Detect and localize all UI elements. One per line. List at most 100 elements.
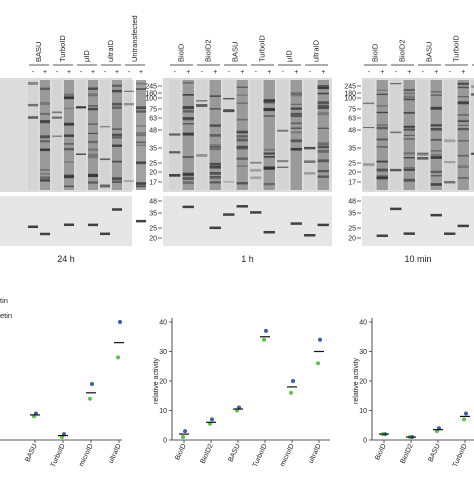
band <box>39 102 51 105</box>
band <box>376 126 388 130</box>
band <box>290 112 302 115</box>
band <box>457 128 469 131</box>
band <box>363 102 375 105</box>
band <box>111 89 123 93</box>
x-tick-label: BASU <box>24 443 38 463</box>
band <box>403 134 415 136</box>
band <box>75 153 87 155</box>
band <box>87 181 99 184</box>
band <box>317 175 329 178</box>
band <box>403 95 415 99</box>
marker-label: 35 <box>348 211 356 218</box>
dot <box>318 337 322 342</box>
band <box>290 95 302 97</box>
sign: - <box>309 69 312 76</box>
band <box>390 131 402 134</box>
band <box>63 107 75 109</box>
lane <box>471 80 474 190</box>
marker-label: 20 <box>149 170 157 177</box>
band <box>417 156 429 160</box>
band <box>39 87 51 90</box>
marker-label: 48 <box>348 199 356 206</box>
band <box>317 149 329 153</box>
lane <box>196 80 208 190</box>
band <box>457 177 469 179</box>
band <box>209 165 221 167</box>
band <box>169 173 181 177</box>
lane <box>376 80 388 190</box>
marker-label: 25 <box>348 161 356 168</box>
lane <box>123 80 135 190</box>
sign: + <box>91 69 95 76</box>
band <box>290 139 302 143</box>
marker-label: 17 <box>348 180 356 187</box>
band <box>135 106 147 110</box>
x-tick-label: BioID <box>174 443 188 461</box>
marker-label: 245 <box>145 84 157 91</box>
lane <box>444 80 456 190</box>
x-tick-label: TurboID <box>452 443 469 469</box>
dot <box>262 337 266 342</box>
band <box>317 84 329 88</box>
band <box>182 172 194 175</box>
lane <box>390 80 402 190</box>
band <box>444 181 456 184</box>
blot-bottom <box>163 196 332 246</box>
band <box>135 134 147 137</box>
band <box>376 168 388 172</box>
band <box>87 156 99 159</box>
band <box>457 124 469 127</box>
band <box>123 103 135 106</box>
band <box>236 138 248 141</box>
band <box>403 232 415 235</box>
band <box>209 144 221 146</box>
marker-label: 48 <box>149 199 157 206</box>
x-tick-label: BASU <box>427 443 441 463</box>
band <box>87 105 99 107</box>
band <box>111 106 123 109</box>
band <box>111 103 123 106</box>
band <box>111 128 123 130</box>
lane-label: ultraID <box>312 39 321 62</box>
x-tick-label: BioID2 <box>400 443 415 465</box>
band <box>63 96 75 100</box>
sign: - <box>422 69 425 76</box>
marker-label: 25 <box>149 226 157 233</box>
band <box>111 160 123 163</box>
band <box>196 104 208 107</box>
band <box>376 93 388 96</box>
band <box>444 232 456 235</box>
sign: + <box>43 69 47 76</box>
band <box>236 140 248 142</box>
dot <box>116 355 120 360</box>
lane <box>290 80 302 190</box>
band <box>39 148 51 152</box>
band <box>390 168 402 172</box>
band <box>317 223 329 227</box>
band <box>403 169 415 171</box>
marker-label: 25 <box>348 226 356 233</box>
marker-label: 20 <box>348 236 356 243</box>
dot <box>88 396 92 401</box>
band <box>290 122 302 125</box>
band <box>87 123 99 125</box>
y-tick-label: 20 <box>359 379 367 386</box>
band <box>63 161 75 163</box>
band <box>182 117 194 120</box>
band <box>63 122 75 126</box>
lane <box>263 80 275 190</box>
band <box>471 152 474 155</box>
band <box>250 168 262 172</box>
sign: - <box>282 69 285 76</box>
band <box>99 232 111 236</box>
dot <box>118 320 122 324</box>
band <box>317 142 329 146</box>
band <box>236 182 248 185</box>
band <box>51 116 63 119</box>
band <box>236 118 248 121</box>
band <box>390 83 402 85</box>
lane <box>87 80 99 190</box>
marker-label: 35 <box>348 146 356 153</box>
band <box>99 158 111 161</box>
